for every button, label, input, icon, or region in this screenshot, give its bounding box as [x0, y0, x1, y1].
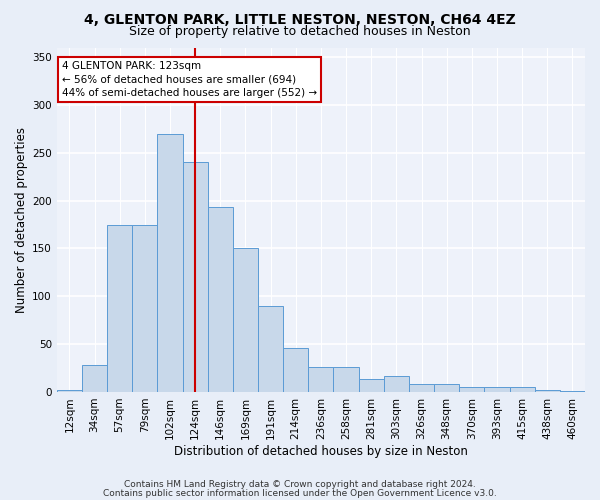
- Bar: [509, 387, 535, 392]
- Bar: [535, 390, 560, 392]
- Bar: [132, 224, 157, 392]
- Bar: [384, 376, 409, 392]
- Bar: [484, 387, 509, 392]
- Text: 4 GLENTON PARK: 123sqm
← 56% of detached houses are smaller (694)
44% of semi-de: 4 GLENTON PARK: 123sqm ← 56% of detached…: [62, 62, 317, 98]
- Bar: [107, 224, 132, 392]
- Bar: [82, 365, 107, 392]
- Bar: [233, 248, 258, 392]
- Text: Contains public sector information licensed under the Open Government Licence v3: Contains public sector information licen…: [103, 489, 497, 498]
- Bar: [560, 391, 585, 392]
- Text: Contains HM Land Registry data © Crown copyright and database right 2024.: Contains HM Land Registry data © Crown c…: [124, 480, 476, 489]
- Bar: [208, 208, 233, 392]
- Bar: [434, 384, 459, 392]
- Bar: [57, 390, 82, 392]
- Text: 4, GLENTON PARK, LITTLE NESTON, NESTON, CH64 4EZ: 4, GLENTON PARK, LITTLE NESTON, NESTON, …: [84, 12, 516, 26]
- Y-axis label: Number of detached properties: Number of detached properties: [15, 126, 28, 312]
- Bar: [157, 134, 182, 392]
- Bar: [334, 367, 359, 392]
- Bar: [283, 348, 308, 392]
- Bar: [359, 378, 384, 392]
- Bar: [258, 306, 283, 392]
- Text: Size of property relative to detached houses in Neston: Size of property relative to detached ho…: [129, 25, 471, 38]
- Bar: [409, 384, 434, 392]
- Bar: [308, 367, 334, 392]
- Bar: [459, 387, 484, 392]
- X-axis label: Distribution of detached houses by size in Neston: Distribution of detached houses by size …: [174, 444, 468, 458]
- Bar: [182, 162, 208, 392]
